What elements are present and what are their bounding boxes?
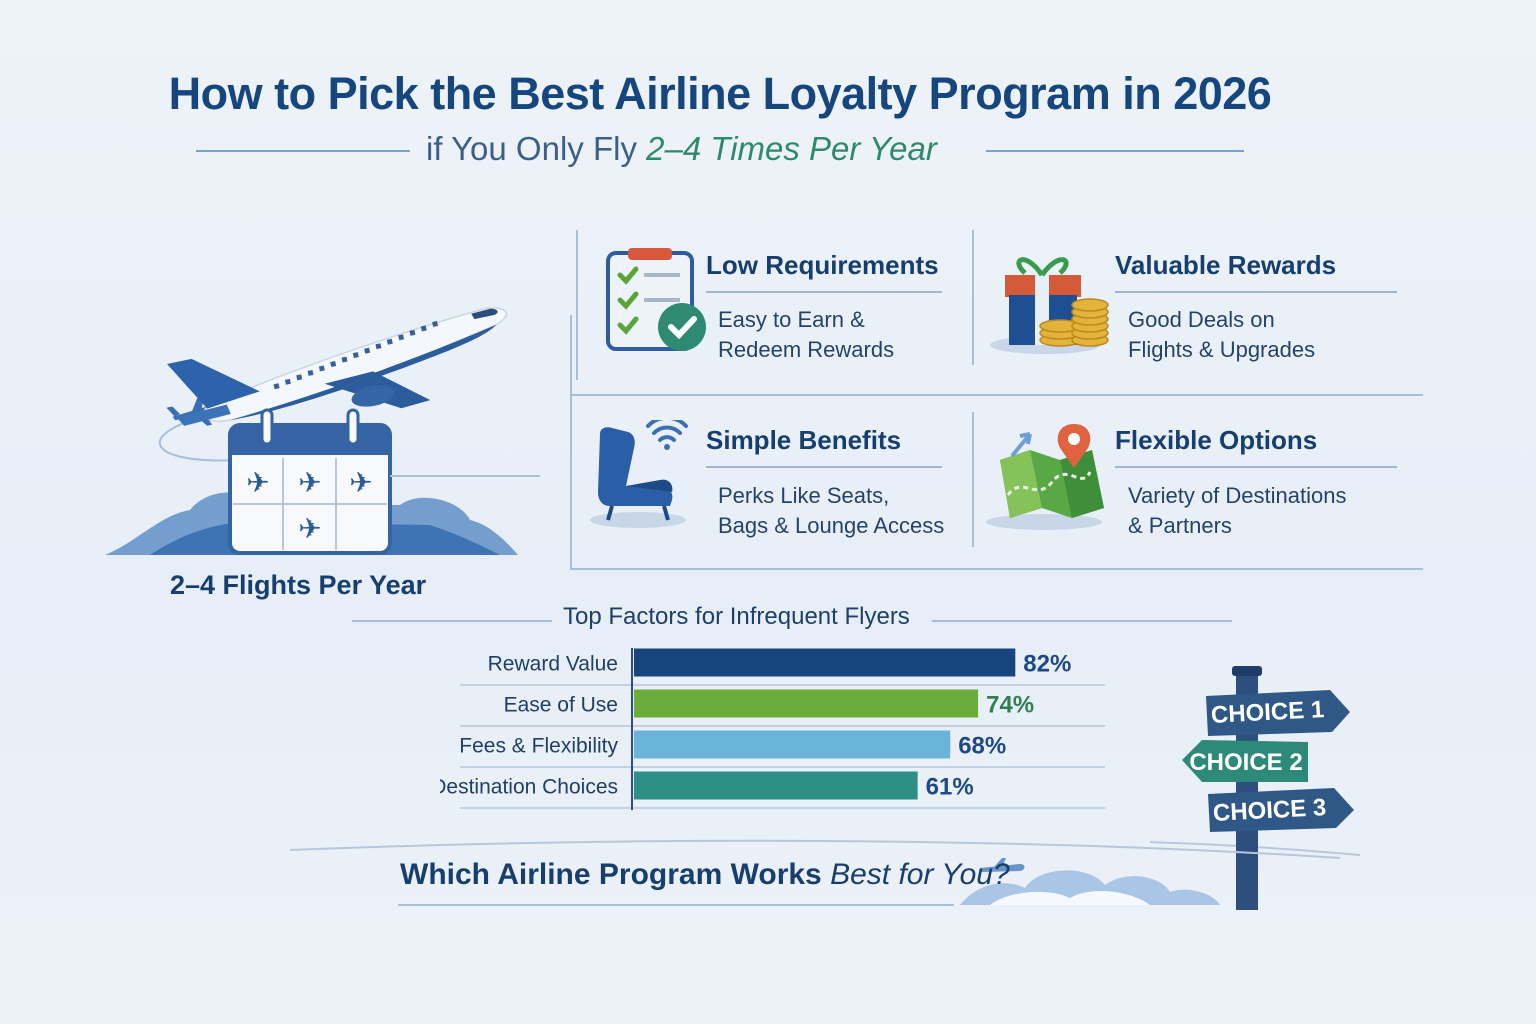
feature-title: Simple Benefits [706, 425, 902, 455]
svg-text:✈: ✈ [298, 466, 321, 499]
feature-description: Easy to Earn & Redeem Rewards [718, 305, 894, 365]
small-airplane-icon [980, 858, 1025, 872]
closing-question: Which Airline Program Works Best for You… [400, 858, 1010, 892]
flights-per-year-label: 2–4 Flights Per Year [170, 570, 427, 600]
feature-line: Bags & Lounge Access [718, 513, 945, 538]
feature-line: Good Deals on [1128, 307, 1275, 332]
airplane-calendar-illustration: ✈ ✈ ✈ ✈ [105, 307, 540, 555]
grid-divider [570, 315, 572, 570]
feature-rule [1115, 291, 1397, 293]
grid-divider [576, 230, 578, 380]
feature-line: Flights & Upgrades [1128, 337, 1316, 362]
bar [634, 689, 979, 718]
value-label: 61% [926, 774, 974, 801]
checklist-icon [606, 248, 706, 351]
feature-rule [706, 466, 942, 468]
feature-line: & Partners [1128, 513, 1232, 538]
value-label: 74% [986, 692, 1034, 719]
category-label: Ease of Use [504, 694, 618, 717]
choice-sign: CHOICE 1 [1206, 690, 1350, 736]
chart-title-rule-right [932, 620, 1232, 622]
feature-title: Low Requirements [706, 250, 939, 280]
svg-text:✈: ✈ [349, 466, 372, 499]
feature-title: Valuable Rewards [1115, 250, 1337, 280]
question-rule [398, 904, 954, 906]
feature-line: Easy to Earn & [718, 307, 865, 332]
feature-title: Flexible Options [1115, 425, 1318, 455]
value-label: 68% [958, 733, 1006, 760]
value-label: 82% [1023, 651, 1071, 678]
choice-label: CHOICE 3 [1212, 794, 1327, 827]
grid-divider [972, 412, 974, 547]
chart-title: Top Factors for Infrequent Flyers [563, 603, 910, 630]
subtitle-rule-left [196, 150, 410, 152]
bar [634, 771, 918, 800]
choice-sign: CHOICE 2 [1182, 740, 1308, 782]
question-emphasis: Best for You? [830, 858, 1010, 891]
bar [634, 648, 1016, 677]
feature-line: Variety of Destinations [1128, 483, 1347, 508]
subtitle: if You Only Fly 2–4 Times Per Year [426, 130, 937, 168]
grid-divider [570, 568, 1423, 570]
svg-text:✈: ✈ [246, 466, 269, 499]
grid-divider [570, 394, 1423, 396]
feature-description: Variety of Destinations & Partners [1128, 481, 1346, 541]
svg-text:✈: ✈ [298, 512, 321, 545]
airplane-icon [167, 307, 508, 426]
calendar-icon: ✈ ✈ ✈ ✈ [228, 408, 392, 555]
feature-description: Good Deals on Flights & Upgrades [1128, 305, 1315, 365]
signpost-illustration: CHOICE 1 CHOICE 2 CHOICE 3 [1150, 666, 1361, 910]
choice-sign: CHOICE 3 [1208, 788, 1354, 832]
category-label: Fees & Flexibility [459, 735, 618, 758]
subtitle-prefix: if You Only Fly [426, 130, 647, 167]
map-pin-icon [986, 424, 1104, 530]
subtitle-emphasis: 2–4 Times Per Year [646, 130, 937, 167]
page-title: How to Pick the Best Airline Loyalty Pro… [168, 68, 1272, 119]
feature-description: Perks Like Seats, Bags & Lounge Access [718, 481, 944, 541]
gift-coins-icon [990, 257, 1109, 354]
choice-label: CHOICE 2 [1189, 749, 1302, 776]
question-prefix: Which Airline Program Works [400, 858, 831, 891]
category-label: Destination Choices [440, 776, 618, 799]
bar [634, 730, 951, 759]
chart-title-rule-left [352, 620, 552, 622]
category-label: Reward Value [488, 653, 618, 676]
choice-label: CHOICE 1 [1210, 696, 1325, 729]
feature-line: Perks Like Seats, [718, 483, 890, 508]
seat-wifi-icon [590, 420, 688, 528]
feature-rule [1115, 466, 1397, 468]
subtitle-rule-right [986, 150, 1244, 152]
subtitle-row: if You Only Fly 2–4 Times Per Year [196, 130, 1244, 176]
feature-rule [706, 291, 942, 293]
feature-line: Redeem Rewards [718, 337, 895, 362]
grid-divider [972, 230, 974, 365]
bar-chart: Reward Value 82% Ease of Use 74% Fees & Flex… [440, 648, 1105, 810]
clouds-decoration [290, 839, 1341, 905]
